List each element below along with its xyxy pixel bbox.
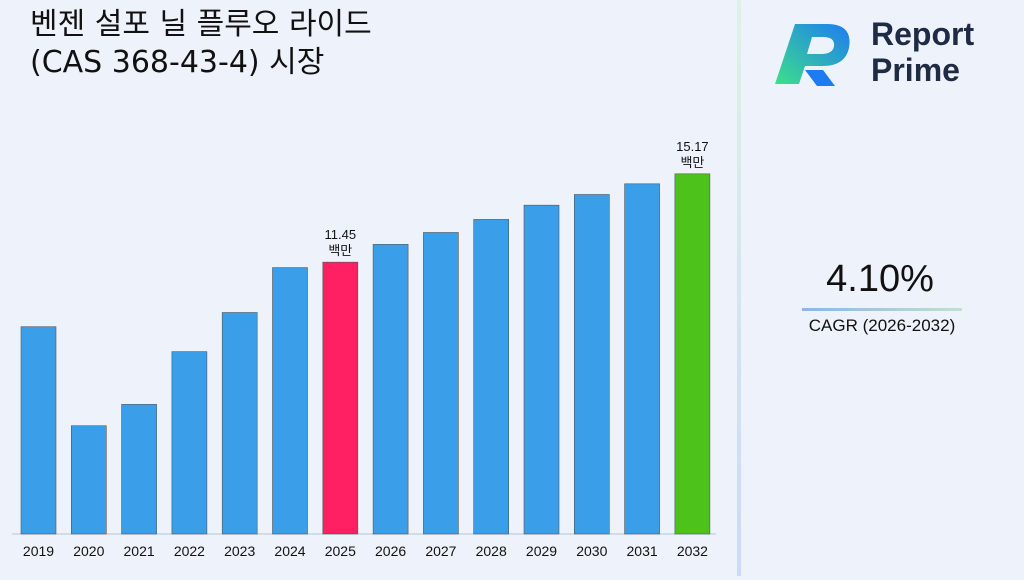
bar-2024 [272,267,308,535]
chart-svg: 2019 2020 2021 2022 2023 2024 2025 2026 2027 2028… [12,139,716,559]
bar-2021 [121,404,157,535]
x-tick-label-2031: 2031 [627,543,658,559]
bar-2022 [171,351,208,535]
x-tick-label-2021: 2021 [124,543,155,559]
cagr-value: 4.10% [826,258,934,300]
brand-line-2: Prime [871,52,960,88]
bar-2019 [20,326,57,535]
x-tick-label-2030: 2030 [576,543,607,559]
bar-2020 [71,425,107,535]
x-tick-label-2019: 2019 [23,543,54,559]
page-title: 벤젠 설포 닐 플루오 라이드 (CAS 368-43-4) 시장 [30,7,372,80]
data-label-value-2032: 15.17 [676,139,709,154]
x-tick-label-2027: 2027 [425,543,456,559]
brand-logo: Report Prime [765,14,1015,94]
brand-line-1: Report [871,16,975,52]
bar-chart: 2019 2020 2021 2022 2023 2024 2025 2026 2027 2028… [12,139,716,559]
brand-name: Report Prime [871,16,974,88]
x-tick-label-2022: 2022 [174,543,205,559]
bar-2029 [523,204,560,535]
x-tick-label-2029: 2029 [526,543,557,559]
bar-2027 [423,232,459,535]
data-label-unit-2025: 백만 [328,243,352,258]
vertical-divider [737,0,741,576]
bar-2023 [221,312,258,535]
x-tick-label-2024: 2024 [274,543,305,559]
data-label-value-2025: 11.45 [325,227,357,242]
x-tick-label-2020: 2020 [73,543,104,559]
cagr-label: CAGR (2026-2032) [808,316,956,335]
x-tick-label-2028: 2028 [476,543,507,559]
bar-2030 [573,194,610,535]
x-tick-label-2032: 2032 [677,543,708,559]
bar-2025 [322,261,359,535]
bar-2026 [372,244,409,535]
report-prime-logo-icon [775,24,850,86]
x-tick-label-2026: 2026 [375,543,406,559]
bar-2028 [473,219,510,535]
cagr-underline [802,308,962,311]
data-label-unit-2032: 백만 [680,155,704,170]
bar-2032 [674,173,711,535]
x-tick-label-2025: 2025 [325,543,356,559]
x-tick-label-2023: 2023 [224,543,255,559]
bar-2031 [624,183,660,535]
